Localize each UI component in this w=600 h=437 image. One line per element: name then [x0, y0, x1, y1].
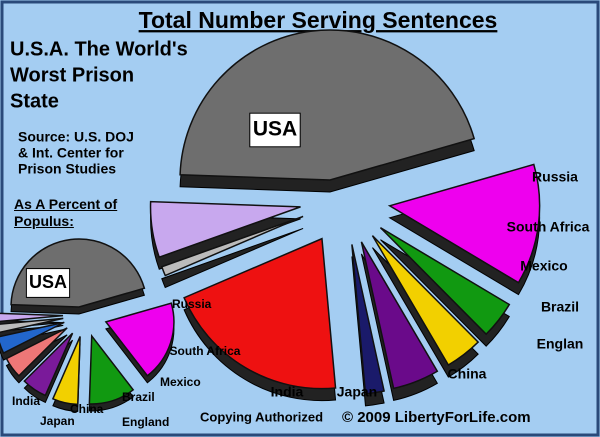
pie-slice	[371, 235, 480, 367]
slice-label: China	[70, 402, 104, 416]
slice-label: Japan	[337, 384, 377, 400]
slice-label: Englan	[537, 336, 584, 352]
usa-label-box	[249, 112, 301, 148]
credit: © 2009 LibertyForLife.com	[342, 409, 531, 426]
pie-slice	[0, 321, 65, 355]
slice-label: India	[271, 384, 304, 400]
slice-label: England	[122, 415, 169, 429]
pie-slice	[51, 336, 81, 406]
usa-label-box	[25, 268, 71, 298]
pie-slice	[149, 200, 301, 259]
pie-slice	[5, 327, 68, 377]
slice-label: USA	[29, 272, 67, 292]
pie-slice	[0, 312, 64, 323]
footer: Copying Authorized	[200, 409, 323, 424]
slice-label: South Africa	[507, 219, 590, 235]
slice-label: Japan	[40, 414, 75, 428]
slice-label: Russia	[172, 297, 212, 311]
slice-label: Mexico	[520, 258, 567, 274]
slice-label: Brazil	[122, 390, 155, 404]
chart-title: Total Number Serving Sentences	[139, 7, 498, 33]
slice-label: Russia	[532, 169, 578, 185]
slice-side	[0, 324, 64, 340]
small-chart-title: As A Percent of Populus:	[14, 196, 118, 229]
pie-slice	[183, 237, 337, 390]
subtitle: U.S.A. The World's	[10, 38, 188, 60]
source: Prison Studies	[18, 161, 116, 177]
slice-label: China	[448, 366, 487, 382]
subtitle: State	[10, 90, 59, 112]
slice-label: Mexico	[160, 375, 201, 389]
source: Source: U.S. DOJ	[18, 129, 134, 145]
subtitle: Worst Prison	[10, 64, 134, 86]
slice-label: USA	[253, 118, 297, 141]
pie-slice	[0, 317, 64, 334]
slice-side	[161, 227, 304, 289]
pie-slice	[160, 215, 304, 277]
pie-slice	[387, 163, 541, 284]
pie-slice	[23, 332, 74, 397]
slice-label: South Africa	[170, 344, 241, 358]
pie-slice	[379, 227, 511, 336]
pie-slice	[104, 302, 175, 377]
source: & Int. Center for	[18, 145, 124, 161]
pie-slice	[88, 333, 135, 405]
pie-slice	[360, 241, 439, 390]
slice-label: Brazil	[541, 299, 579, 315]
slice-label: India	[12, 394, 40, 408]
small-title-box: As A Percent of Populus:	[14, 196, 118, 229]
pie-slice	[351, 244, 385, 395]
